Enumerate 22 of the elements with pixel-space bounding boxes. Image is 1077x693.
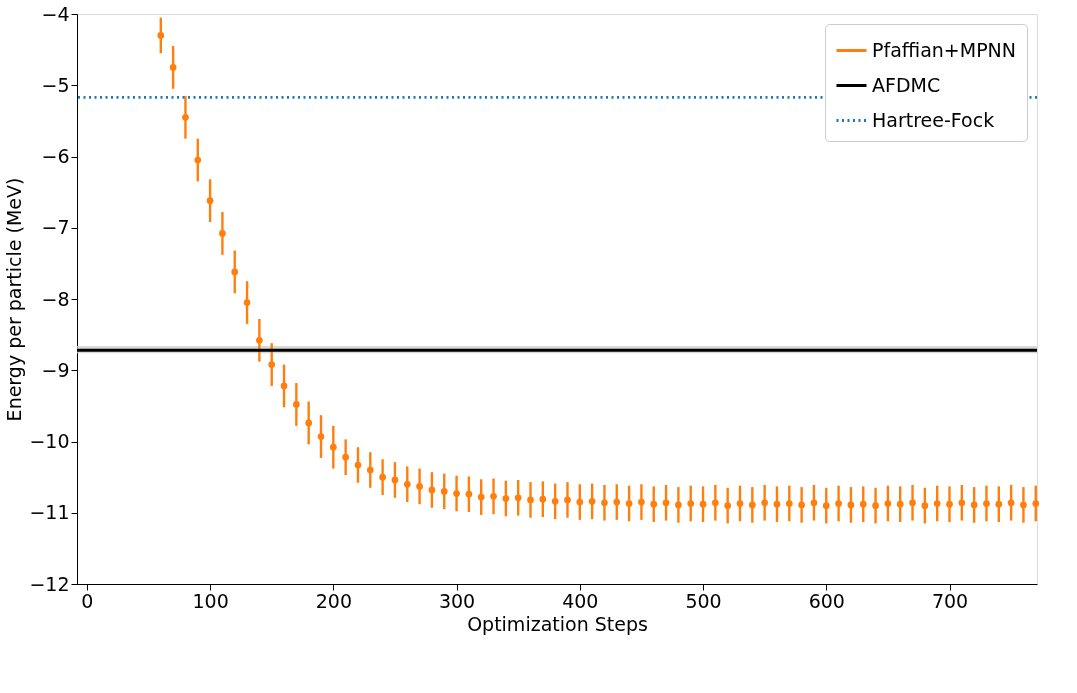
x-tick-label: 700 xyxy=(931,589,969,612)
x-tick-label: 0 xyxy=(81,589,94,612)
y-tick-label: −4 xyxy=(41,2,70,25)
legend-label: AFDMC xyxy=(872,73,941,96)
y-tick-label: −9 xyxy=(41,358,70,381)
x-tick-label: 100 xyxy=(192,589,229,612)
y-axis-title: Energy per particle (MeV) xyxy=(3,177,26,422)
legend-label: Hartree-Fock xyxy=(872,108,995,131)
x-tick-label: 600 xyxy=(808,589,845,612)
legend-label: Pfaffian+MPNN xyxy=(872,38,1017,61)
y-tick-label: −12 xyxy=(29,572,70,595)
y-tick-label: −6 xyxy=(41,145,70,167)
y-tick-label: −7 xyxy=(41,216,70,239)
x-axis-title: Optimization Steps xyxy=(467,612,648,635)
x-tick-label: 200 xyxy=(315,589,352,612)
x-tick-label: 300 xyxy=(438,589,476,612)
y-tick-label: −11 xyxy=(29,501,70,524)
y-tick-label: −5 xyxy=(41,73,70,96)
x-tick-label: 400 xyxy=(562,589,599,612)
x-tick-label: 500 xyxy=(685,589,722,612)
y-tick-label: −8 xyxy=(41,287,70,310)
y-tick-label: −10 xyxy=(29,430,70,452)
